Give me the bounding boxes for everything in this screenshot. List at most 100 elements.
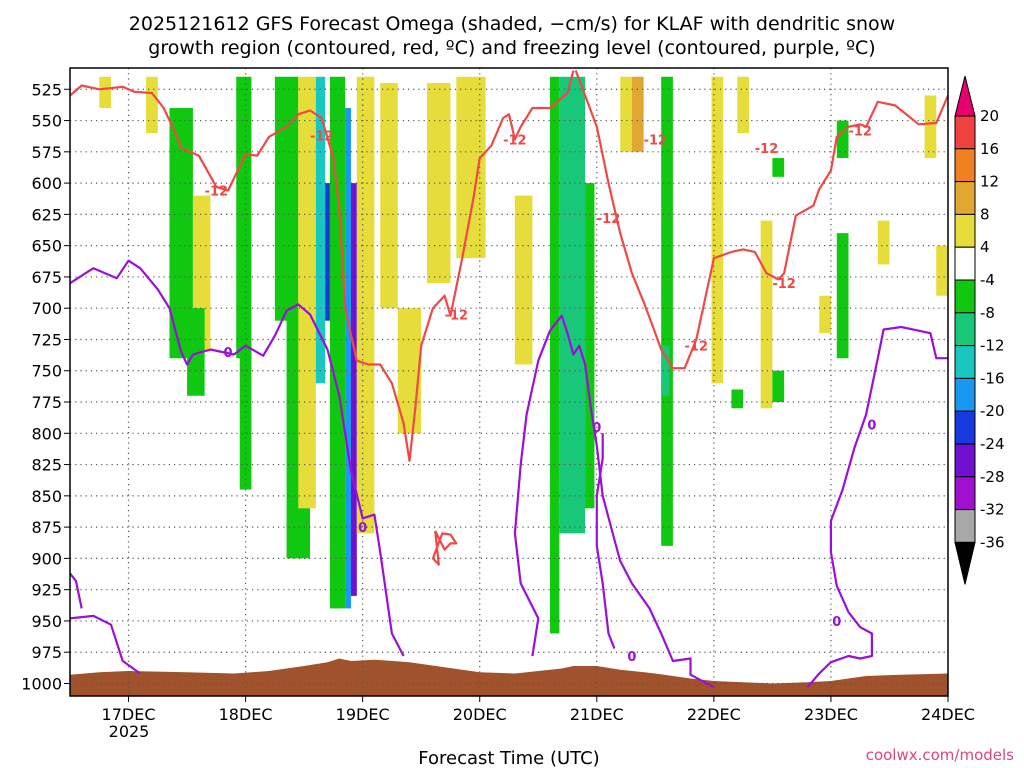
omega-patch (514, 195, 533, 365)
omega-patch (146, 76, 158, 134)
colorbar-bin (954, 377, 976, 412)
chart-title-line-2: growth region (contoured, red, ºC) and f… (148, 37, 875, 59)
contour-label: -12 (848, 125, 872, 140)
y-tick-label: 875 (31, 518, 62, 537)
contour-label: -12 (685, 340, 709, 355)
omega-patch (427, 83, 451, 284)
colorbar-bin (954, 410, 976, 445)
colorbar-bin (954, 345, 976, 379)
omega-patch (661, 345, 670, 396)
omega-patch (325, 183, 330, 321)
y-tick-label: 525 (31, 80, 62, 99)
y-tick-label: 575 (31, 143, 62, 162)
freezing-contour-line (595, 433, 616, 649)
y-tick-label: 775 (31, 393, 62, 412)
contour-label: 0 (627, 650, 636, 665)
omega-patch (239, 351, 252, 490)
x-tick-label: 20DEC (453, 705, 507, 724)
colorbar-bin (954, 148, 976, 183)
omega-patch (356, 76, 375, 534)
colorbar-bin (954, 279, 976, 314)
contour-label: 0 (592, 421, 601, 436)
omega-patch (836, 120, 849, 159)
contour-label: -12 (772, 277, 796, 292)
omega-patch (99, 76, 111, 109)
omega-patch (760, 220, 773, 409)
omega-patch (836, 233, 849, 359)
x-year-label: 2025 (109, 722, 150, 741)
dgz-contours (70, 70, 948, 566)
colorbar-bin (954, 509, 976, 543)
colorbar-bin (954, 181, 976, 215)
omega-patch (169, 108, 193, 359)
colorbar-bottom-arrow (954, 541, 976, 585)
omega-shading (99, 76, 948, 634)
colorbar-label: 20 (980, 107, 999, 125)
omega-patch (350, 183, 357, 596)
omega-patch (274, 76, 299, 321)
terrain-surface (70, 658, 948, 696)
freezing-contour-line (806, 325, 948, 688)
colorbar-label: 8 (980, 205, 990, 223)
freezing-contour-line (70, 259, 405, 657)
omega-patch (236, 76, 252, 359)
colorbar-label: -12 (980, 337, 1005, 355)
y-tick-label: 750 (31, 362, 62, 381)
colorbar-label: -32 (980, 501, 1005, 519)
contour-label: -12 (445, 308, 469, 323)
x-tick-label: 17DEC (102, 705, 156, 724)
freezing-contour-line (513, 314, 715, 689)
x-axis: 17DEC 18DEC 19DEC 20DEC 21DEC 22DEC 23DEC 24DEC (102, 696, 975, 724)
omega-patch (345, 108, 351, 609)
freezing-contours (70, 259, 948, 689)
dgz-contour-line (70, 70, 575, 462)
colorbar-bin (954, 476, 976, 511)
colorbar-label: 16 (980, 140, 999, 158)
x-axis-title: Forecast Time (UTC) (418, 748, 599, 768)
contour-label: -12 (597, 212, 621, 227)
omega-patch (924, 95, 937, 159)
freezing-contour-line (70, 572, 83, 609)
omega-patch (661, 76, 673, 546)
dgz-contour-line (574, 70, 948, 370)
colorbar-bin (954, 246, 976, 281)
omega-patch (620, 76, 632, 152)
omega-patch (772, 370, 785, 403)
omega-patch (559, 76, 586, 534)
colorbar-top-arrow (954, 75, 976, 117)
x-tick-label: 21DEC (570, 705, 624, 724)
y-tick-label: 850 (31, 487, 62, 506)
omega-patch (936, 245, 948, 296)
y-tick-label: 725 (31, 330, 62, 349)
colorbar-bin (954, 115, 976, 150)
contour-label: -12 (205, 185, 229, 200)
omega-patch (711, 76, 724, 384)
colorbar-label: 4 (980, 238, 990, 256)
y-tick-label: 950 (31, 612, 62, 631)
omega-patch (315, 76, 326, 384)
plot-frame (69, 67, 949, 697)
omega-patch (456, 76, 486, 259)
y-tick-label: 925 (31, 581, 62, 600)
plot-area: -12 -12 -12 -12 -12 -12 -12 -12 -12 -12 0 0 0 0 0 0 (69, 67, 949, 697)
contour-labels: -12 -12 -12 -12 -12 -12 -12 -12 -12 -12 0 0 0 0 0 0 (205, 125, 877, 665)
colorbar-label: -8 (980, 304, 995, 322)
y-tick-label: 900 (31, 549, 62, 568)
omega-patch (737, 76, 749, 134)
colorbar-bin (954, 213, 976, 248)
contour-label: 0 (832, 615, 841, 630)
freezing-contour-line (70, 614, 141, 675)
y-tick-label: 650 (31, 237, 62, 256)
contour-label: -12 (755, 142, 779, 157)
y-tick-label: 975 (31, 643, 62, 662)
colorbar-label: 12 (980, 173, 999, 191)
contour-label: -12 (503, 133, 527, 148)
y-tick-label: 625 (31, 205, 62, 224)
colorbar-bin (954, 312, 976, 347)
x-tick-label: 18DEC (219, 705, 273, 724)
colorbar-bin (954, 443, 976, 478)
omega-patch (380, 83, 398, 309)
y-tick-label: 550 (31, 112, 62, 131)
colorbar-label: -24 (980, 435, 1005, 453)
